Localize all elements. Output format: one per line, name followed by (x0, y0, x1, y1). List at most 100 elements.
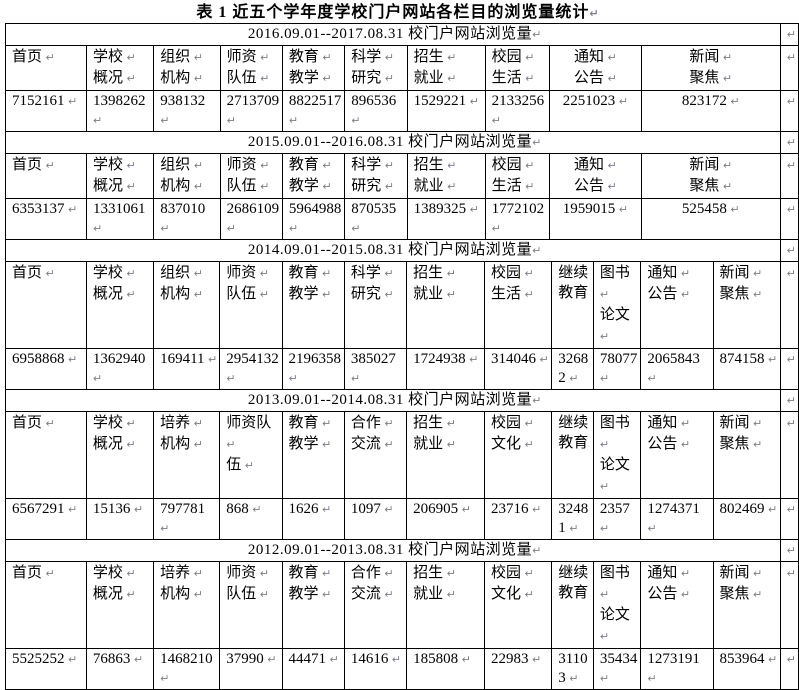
value-cell: 6958868 ↵ (5, 348, 87, 390)
column-header: 招生 ↵ 就业 ↵ (406, 411, 486, 499)
column-header: 继续 教育 (551, 261, 594, 349)
paragraph-mark: ↵ (443, 267, 456, 280)
value-cell: 31103 ↵ (551, 648, 594, 690)
paragraph-mark: ↵ (288, 372, 298, 385)
column-header: 校园 ↵ 文化 ↵ (484, 561, 553, 649)
paragraph-mark: ↵ (786, 95, 796, 108)
column-header: 首页 ↵ (5, 561, 87, 649)
column-header: 图书 ↵ 论文 ↵ (592, 261, 642, 349)
paragraph-mark: ↵ (786, 136, 796, 149)
paragraph-mark: ↵ (160, 114, 170, 127)
paragraph-mark: ↵ (64, 353, 78, 366)
paragraph-mark: ↵ (190, 438, 203, 451)
value-cell: 15136 ↵ (85, 498, 155, 540)
column-header: 教育 ↵ 教学 ↵ (281, 411, 345, 499)
paragraph-mark: ↵ (248, 503, 262, 516)
value-cell: 823172 ↵ (640, 90, 781, 132)
paragraph-mark: ↵ (528, 503, 542, 516)
paragraph-mark: ↵ (764, 353, 778, 366)
column-header: 学校 ↵ 概况 ↵ (86, 45, 155, 91)
value-cell: 2357 ↵ (592, 498, 642, 540)
paragraph-mark: ↵ (256, 288, 270, 301)
paragraph-mark: ↵ (521, 51, 535, 64)
column-header: 组织 ↵ 机构 ↵ (153, 153, 221, 199)
value-cell: 2065843 ↵ (640, 348, 714, 390)
table-caption: 表 1 近五个学年度学校门户网站各栏目的浏览量统计↵ (5, 3, 791, 22)
paragraph-mark: ↵ (615, 203, 628, 216)
column-header: 新闻 ↵ 聚焦 ↵ (712, 411, 781, 499)
value-cell: 2196358 ↵ (281, 348, 345, 390)
row-end-mark: ↵ (779, 561, 799, 649)
paragraph-mark: ↵ (565, 672, 579, 685)
value-cell: 32481 ↵ (551, 498, 594, 540)
value-cell: 1097 ↵ (343, 498, 408, 540)
paragraph-mark: ↵ (351, 222, 361, 235)
paragraph-mark: ↵ (130, 503, 144, 516)
column-header: 校园 ↵ 生活 ↵ (484, 153, 550, 199)
paragraph-mark: ↵ (380, 567, 394, 580)
column-header: 学校 ↵ 概况 ↵ (86, 153, 155, 199)
paragraph-mark: ↵ (190, 417, 203, 430)
value-cell: 1362940 ↵ (85, 348, 155, 390)
value-cell: 525458 ↵ (640, 198, 781, 240)
paragraph-mark: ↵ (677, 267, 691, 280)
value-cell: 2713709 ↵ (219, 90, 283, 132)
paragraph-mark: ↵ (388, 653, 402, 666)
paragraph-mark: ↵ (786, 159, 796, 172)
row-end-mark: ↵ (779, 389, 799, 412)
value-cell: 1468210 ↵ (153, 648, 221, 690)
column-header: 师资 ↵ 队伍 ↵ (219, 153, 283, 199)
column-header: 校园 ↵ 生活 ↵ (484, 261, 553, 349)
paragraph-mark: ↵ (786, 28, 796, 41)
paragraph-mark: ↵ (532, 136, 542, 149)
value-cell: 206905 ↵ (406, 498, 486, 540)
paragraph-mark: ↵ (599, 630, 610, 643)
paragraph-mark: ↵ (749, 267, 763, 280)
paragraph-mark: ↵ (719, 180, 733, 193)
column-header: 教育 ↵ 教学 ↵ (281, 261, 345, 349)
column-header: 招生 ↵ 就业 ↵ (406, 561, 486, 649)
paragraph-mark: ↵ (122, 267, 136, 280)
paragraph-mark: ↵ (749, 588, 763, 601)
column-header: 学校 ↵ 概况 ↵ (85, 561, 155, 649)
paragraph-mark: ↵ (719, 159, 733, 172)
paragraph-mark: ↵ (350, 372, 361, 385)
paragraph-mark: ↵ (565, 372, 579, 385)
paragraph-mark: ↵ (491, 222, 501, 235)
paragraph-mark: ↵ (130, 653, 144, 666)
value-cell: 1398262 ↵ (86, 90, 155, 132)
paragraph-mark: ↵ (647, 372, 657, 385)
column-header: 首页 ↵ (4, 153, 88, 199)
paragraph-mark: ↵ (443, 588, 456, 601)
paragraph-mark: ↵ (318, 438, 332, 451)
paragraph-mark: ↵ (536, 353, 549, 366)
row-end-mark: ↵ (779, 198, 799, 240)
row-end-mark: ↵ (779, 23, 799, 46)
paragraph-mark: ↵ (122, 438, 136, 451)
paragraph-mark: ↵ (647, 672, 657, 685)
column-header: 合作 ↵ 交流 ↵ (343, 411, 408, 499)
paragraph-mark: ↵ (786, 503, 796, 516)
value-cell: 1772102 ↵ (484, 198, 550, 240)
paragraph-mark: ↵ (764, 503, 778, 516)
paragraph-mark: ↵ (256, 51, 270, 64)
paragraph-mark: ↵ (532, 28, 542, 41)
value-cell: 44471 ↵ (281, 648, 345, 690)
value-cell: 23716 ↵ (484, 498, 553, 540)
column-header: 科学 ↵ 研究 ↵ (344, 45, 408, 91)
paragraph-mark: ↵ (521, 417, 534, 430)
paragraph-mark: ↵ (465, 353, 479, 366)
paragraph-mark: ↵ (204, 353, 218, 366)
paragraph-mark: ↵ (521, 567, 534, 580)
value-cell: 5964988 ↵ (281, 198, 346, 240)
paragraph-mark: ↵ (443, 288, 456, 301)
row-end-mark: ↵ (779, 411, 799, 499)
value-cell: 2251023 ↵ (548, 90, 642, 132)
paragraph-mark: ↵ (786, 417, 796, 430)
paragraph-mark: ↵ (42, 267, 55, 280)
paragraph-mark: ↵ (64, 95, 78, 108)
column-header: 校园 ↵ 文化 ↵ (484, 411, 553, 499)
paragraph-mark: ↵ (226, 222, 236, 235)
paragraph-mark: ↵ (93, 222, 103, 235)
column-header: 新闻 ↵ 聚焦 ↵ (640, 45, 781, 91)
